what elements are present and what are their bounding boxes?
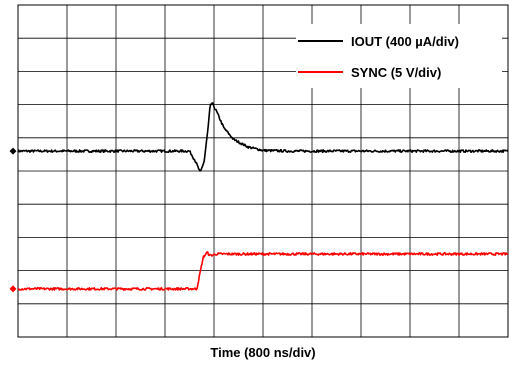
x-axis-label: Time (800 ns/div) (210, 345, 315, 360)
legend: IOUT (400 µA/div) SYNC (5 V/div) (296, 24, 502, 88)
ground-marker-iout (9, 147, 17, 155)
legend-background (296, 24, 502, 88)
trace-iout (17, 102, 509, 172)
legend-label-sync: SYNC (5 V/div) (351, 65, 441, 80)
plot-frame (17, 4, 509, 338)
ground-markers (9, 147, 17, 293)
ground-marker-sync (9, 285, 17, 293)
trace-sync (17, 251, 509, 291)
legend-label-iout: IOUT (400 µA/div) (351, 34, 459, 49)
traces (17, 102, 509, 291)
